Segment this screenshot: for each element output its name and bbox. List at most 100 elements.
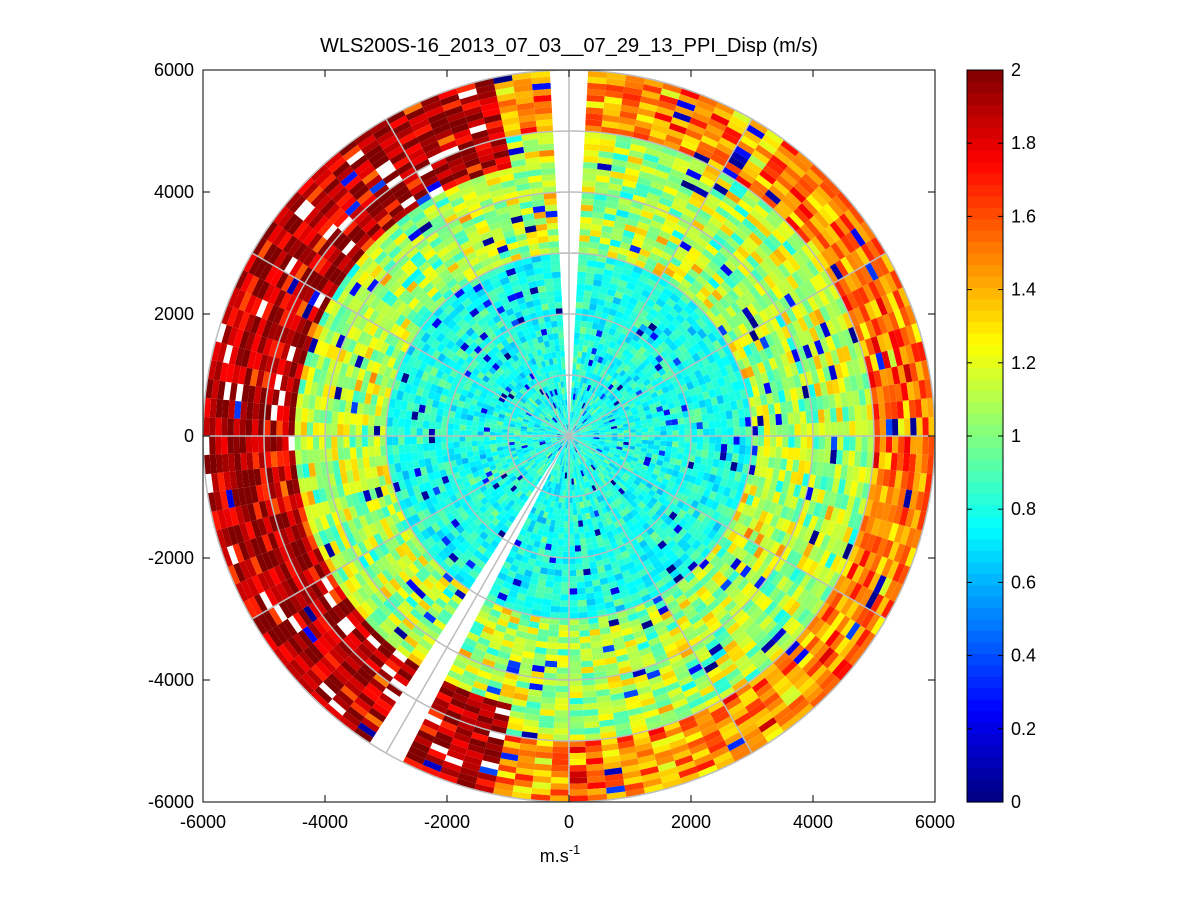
data-cell [605, 399, 612, 406]
data-cell [587, 466, 593, 473]
data-cell [557, 400, 562, 407]
data-cell [587, 432, 594, 435]
data-cell [559, 406, 563, 413]
data-cell [422, 420, 430, 429]
data-cell [566, 411, 568, 418]
data-cell [578, 443, 584, 448]
data-cell [511, 362, 519, 370]
data-cell [555, 408, 560, 415]
data-cell [584, 278, 594, 286]
data-cell [703, 436, 710, 444]
data-cell [471, 445, 479, 452]
data-cell [547, 413, 553, 419]
data-cell [609, 470, 617, 477]
data-cell [576, 421, 581, 427]
data-cell [612, 411, 620, 417]
data-cell [473, 410, 481, 417]
data-cell [508, 423, 516, 428]
data-cell [521, 395, 529, 402]
data-cell [476, 480, 485, 488]
data-cell [627, 485, 636, 494]
data-cell [588, 241, 600, 250]
data-cell [574, 459, 577, 466]
data-cell [518, 411, 526, 417]
data-cell [479, 484, 488, 493]
data-cell [559, 428, 565, 433]
data-cell [632, 396, 640, 403]
data-cell [525, 474, 533, 482]
data-cell [580, 660, 594, 668]
data-cell [602, 499, 609, 507]
data-cell [576, 357, 582, 364]
data-cell [601, 532, 609, 541]
data-cell [563, 466, 566, 473]
data-cell [569, 509, 574, 516]
data-cell [621, 417, 628, 422]
data-cell [546, 414, 552, 420]
data-cell [422, 436, 429, 444]
data-cell [558, 533, 564, 540]
data-cell [615, 490, 623, 498]
data-cell [584, 481, 589, 489]
data-cell [638, 482, 646, 490]
data-cell [591, 423, 598, 428]
data-cell [653, 444, 660, 451]
data-cell [585, 537, 592, 545]
data-cell [582, 389, 587, 397]
data-cell [416, 443, 424, 452]
data-cell [476, 492, 486, 501]
data-cell [502, 402, 510, 409]
data-cell [343, 436, 350, 448]
data-cell [573, 387, 577, 394]
data-cell [573, 426, 578, 432]
data-cell [654, 500, 663, 509]
data-cell [624, 408, 632, 415]
data-cell [626, 496, 634, 504]
data-cell [524, 333, 532, 342]
data-cell [588, 622, 600, 631]
data-cell [569, 570, 577, 577]
data-cell [565, 411, 568, 418]
data-cell [551, 429, 558, 433]
data-cell [579, 235, 590, 242]
data-cell [514, 393, 522, 401]
data-cell [534, 399, 541, 406]
data-cell [571, 490, 576, 497]
data-cell [553, 575, 562, 583]
data-cell [601, 450, 608, 456]
data-cell [694, 408, 702, 416]
data-cell [527, 352, 535, 360]
data-cell [630, 472, 638, 480]
data-cell [593, 374, 600, 382]
data-cell [627, 418, 635, 424]
data-cell [573, 439, 579, 444]
data-cell [579, 415, 584, 422]
data-cell [589, 457, 595, 464]
data-cell [557, 431, 564, 434]
data-cell [590, 373, 597, 381]
data-cell [578, 424, 584, 429]
data-cell [492, 472, 501, 479]
data-cell [546, 512, 553, 520]
data-cell [331, 436, 338, 449]
data-cell [636, 432, 643, 436]
data-cell [508, 438, 515, 443]
data-cell [570, 448, 572, 455]
data-cell [615, 374, 623, 382]
data-cell [628, 402, 636, 409]
data-cell [725, 452, 733, 462]
data-cell [531, 350, 539, 358]
data-cell [572, 356, 578, 364]
data-cell [665, 419, 673, 426]
data-cell [561, 478, 565, 485]
data-cell [555, 394, 560, 402]
data-cell [551, 271, 561, 279]
data-cell [660, 436, 667, 442]
data-cell [579, 463, 584, 471]
data-cell [623, 429, 630, 434]
data-cell [565, 441, 568, 448]
data-cell [654, 464, 662, 471]
data-cell [580, 376, 585, 383]
data-cell [477, 426, 485, 432]
data-cell [556, 458, 561, 465]
